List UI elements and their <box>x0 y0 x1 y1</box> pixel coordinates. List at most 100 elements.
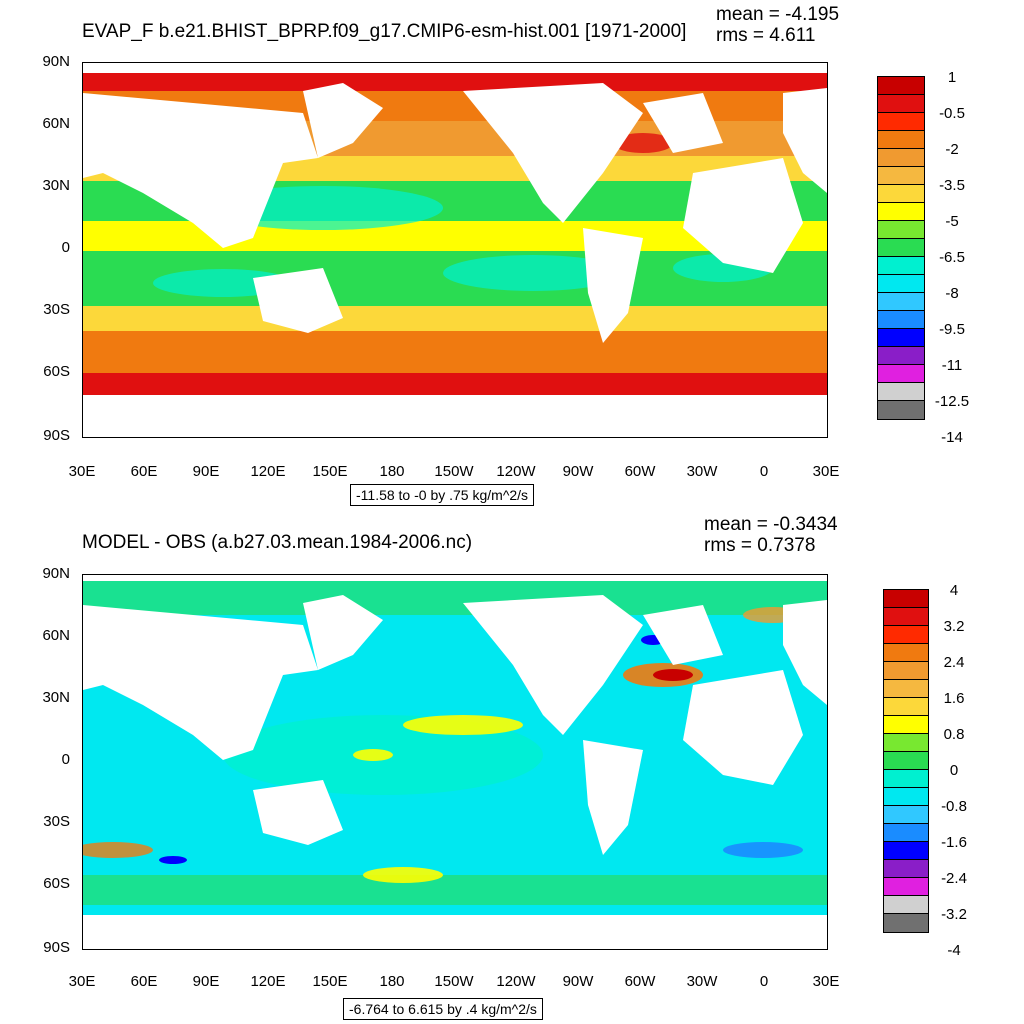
colorbar-tick-label: -0.8 <box>941 798 967 815</box>
colorbar-tick-label: 0.8 <box>943 726 965 743</box>
lat-label: 60N <box>42 627 70 644</box>
contour-info-box: -11.58 to -0 by .75 kg/m^2/s <box>350 484 535 506</box>
colorbar-tick-label: 3.2 <box>943 618 965 635</box>
lat-label: 90S <box>43 939 70 956</box>
colorbar-swatch <box>884 734 928 752</box>
lat-label: 30S <box>43 813 70 830</box>
colorbar-tick-label: -3.2 <box>941 906 967 923</box>
lat-label: 0 <box>61 751 70 768</box>
colorbar-swatch <box>884 878 928 896</box>
colorbar-swatch <box>878 347 924 365</box>
colorbar-swatch <box>878 167 924 185</box>
lon-label: 90W <box>562 463 594 480</box>
colorbar-swatch <box>884 788 928 806</box>
rms-label: rms = 4.611 <box>716 25 816 46</box>
colorbar-swatch <box>884 806 928 824</box>
lon-label: 60W <box>624 973 656 990</box>
colorbar-swatch <box>878 275 924 293</box>
colorbar-swatch <box>884 680 928 698</box>
lon-label: 30E <box>812 463 840 480</box>
lat-label: 30N <box>42 177 70 194</box>
mean-label: mean = -0.3434 <box>704 514 838 535</box>
colorbar-tick-label: -12.5 <box>934 393 970 410</box>
panel-diff: mean = -0.3434 rms = 0.7378 MODEL - OBS … <box>0 512 1024 1024</box>
colorbar-swatch <box>884 752 928 770</box>
lon-label: 30W <box>686 973 718 990</box>
lon-label: 180 <box>379 973 405 990</box>
colorbar-swatch <box>878 203 924 221</box>
colorbar-swatch <box>884 698 928 716</box>
difference-map <box>83 575 827 949</box>
lat-label: 90N <box>42 53 70 70</box>
colorbar-swatch <box>878 77 924 95</box>
colorbar-swatch <box>878 95 924 113</box>
lat-label: 60S <box>43 875 70 892</box>
lon-label: 180 <box>379 463 405 480</box>
colorbar-swatch <box>884 824 928 842</box>
colorbar-swatch <box>884 842 928 860</box>
lat-label: 0 <box>61 239 70 256</box>
lon-label: 120W <box>496 973 536 990</box>
lon-label: 150W <box>434 463 474 480</box>
colorbar-swatch <box>884 716 928 734</box>
colorbar-swatch <box>878 185 924 203</box>
colorbar-tick-label: -4 <box>947 942 961 959</box>
map-plot <box>82 574 828 950</box>
colorbar-swatch <box>878 131 924 149</box>
colorbar <box>877 76 925 420</box>
lon-label: 60E <box>130 463 158 480</box>
colorbar-tick-label: -9.5 <box>939 321 965 338</box>
colorbar-swatch <box>878 221 924 239</box>
colorbar-swatch <box>878 401 924 419</box>
lat-label: 30S <box>43 301 70 318</box>
lat-label: 30N <box>42 689 70 706</box>
colorbar-tick-label: -14 <box>941 429 963 446</box>
colorbar-tick-label: -0.5 <box>939 105 965 122</box>
map-plot <box>82 62 828 438</box>
colorbar-swatch <box>878 293 924 311</box>
colorbar-swatch <box>884 896 928 914</box>
colorbar-swatch <box>884 590 928 608</box>
colorbar-tick-label: -8 <box>945 285 959 302</box>
lon-label: 30E <box>812 973 840 990</box>
colorbar-swatch <box>884 662 928 680</box>
colorbar-tick-label: 4 <box>949 582 959 599</box>
colorbar-tick-label: -11 <box>941 357 963 374</box>
contour-info-box: -6.764 to 6.615 by .4 kg/m^2/s <box>343 998 543 1020</box>
colorbar-tick-label: 2.4 <box>943 654 965 671</box>
lat-label: 90N <box>42 565 70 582</box>
colorbar-swatch <box>884 914 928 932</box>
lon-label: 60E <box>130 973 158 990</box>
colorbar-tick-label: 1 <box>947 69 957 86</box>
colorbar-swatch <box>878 239 924 257</box>
colorbar-swatch <box>878 113 924 131</box>
mean-label: mean = -4.195 <box>716 4 840 25</box>
colorbar-tick-label: -2.4 <box>941 870 967 887</box>
colorbar-tick-label: 0 <box>949 762 959 779</box>
colorbar-tick-label: -1.6 <box>941 834 967 851</box>
colorbar-tick-label: 1.6 <box>943 690 965 707</box>
lon-label: 30E <box>68 463 96 480</box>
lon-label: 30W <box>686 463 718 480</box>
colorbar-swatch <box>878 365 924 383</box>
lon-label: 90E <box>192 463 220 480</box>
lon-label: 150E <box>312 463 348 480</box>
colorbar-tick-label: -3.5 <box>939 177 965 194</box>
rms-label: rms = 0.7378 <box>704 535 816 556</box>
lon-label: 150E <box>312 973 348 990</box>
colorbar-swatch <box>884 626 928 644</box>
colorbar-tick-label: -2 <box>945 141 959 158</box>
lon-label: 120W <box>496 463 536 480</box>
colorbar-swatch <box>878 329 924 347</box>
lon-label: 120E <box>250 973 286 990</box>
colorbar-swatch <box>878 311 924 329</box>
colorbar-swatch <box>878 149 924 167</box>
colorbar-swatch <box>878 383 924 401</box>
colorbar-swatch <box>878 257 924 275</box>
colorbar-tick-label: -5 <box>945 213 959 230</box>
colorbar-swatch <box>884 608 928 626</box>
lon-label: 0 <box>759 463 769 480</box>
colorbar <box>883 589 929 933</box>
lon-label: 0 <box>759 973 769 990</box>
lat-label: 60S <box>43 363 70 380</box>
